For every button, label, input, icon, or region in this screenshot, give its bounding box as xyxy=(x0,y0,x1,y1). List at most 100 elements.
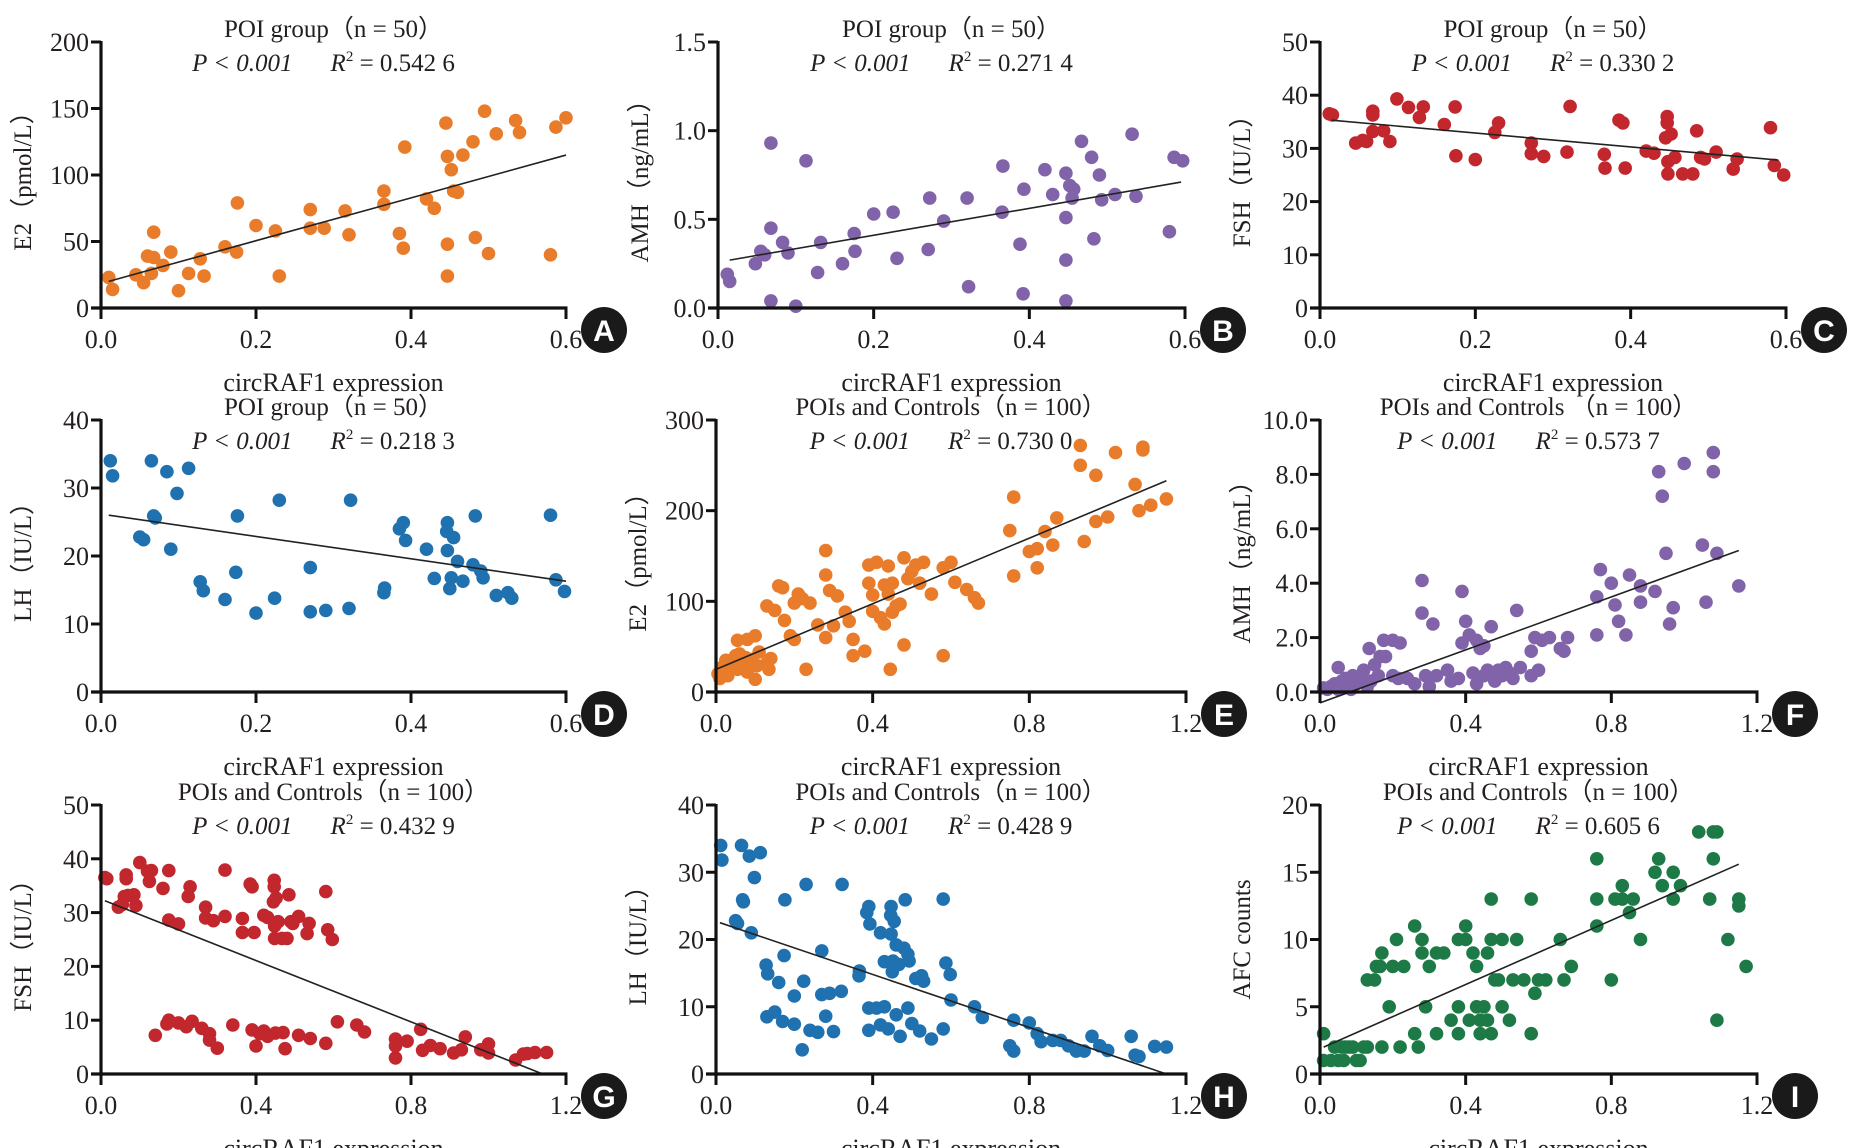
data-point xyxy=(1509,932,1524,947)
y-tick-label: 0 xyxy=(1295,1060,1308,1089)
data-point xyxy=(1524,136,1539,150)
data-point xyxy=(468,509,483,523)
panel-label-f: F xyxy=(1772,691,1818,737)
panel-label-letter: F xyxy=(1786,699,1804,732)
x-tick-label: 0.0 xyxy=(85,1091,118,1120)
r2-value: 0.330 2 xyxy=(1599,50,1674,77)
data-point xyxy=(269,891,283,905)
data-point xyxy=(528,1045,542,1060)
data-point xyxy=(377,197,391,212)
panel-label-h: H xyxy=(1201,1073,1247,1119)
x-tick-label: 0.8 xyxy=(1595,1091,1628,1120)
panel-label-g: G xyxy=(581,1073,627,1119)
y-tick-label: 0.0 xyxy=(674,294,707,323)
x-tick-label: 0.4 xyxy=(1449,1091,1482,1120)
data-point xyxy=(971,596,986,610)
data-point xyxy=(1660,116,1674,130)
data-point xyxy=(1506,671,1520,686)
data-point xyxy=(771,975,786,990)
data-point xyxy=(454,1043,469,1057)
data-point xyxy=(862,576,876,590)
data-point xyxy=(136,532,151,547)
data-point xyxy=(1074,134,1089,149)
r2-superscript: 2 xyxy=(963,427,971,443)
stats-line: P < 0.001 R2 = 0.271 4 xyxy=(809,49,1073,77)
data-point xyxy=(446,530,461,545)
data-point xyxy=(291,909,306,924)
panel-a: 0 50 100 150 200 0.0 0.2 0.4 0.6 circRAF1 express… xyxy=(9,15,627,397)
data-point xyxy=(921,242,935,257)
y-tick-label: 0 xyxy=(691,1060,704,1089)
panel-e: 0 100 200 300 0.0 0.4 0.8 1.2 circRAF1 expressio… xyxy=(624,393,1247,781)
stats-line: P < 0.001 R2 = 0.542 6 xyxy=(191,49,455,77)
data-point xyxy=(388,1039,403,1053)
data-point xyxy=(736,895,751,909)
data-point xyxy=(439,116,453,130)
data-point xyxy=(893,597,907,611)
data-point xyxy=(249,1039,263,1053)
data-point xyxy=(1175,154,1190,168)
panel-g: 0 10 20 30 40 50 0.0 0.4 0.8 1.2 circRAF1 expressi… xyxy=(9,778,627,1148)
data-point xyxy=(995,205,1009,219)
data-point xyxy=(440,149,455,164)
data-point xyxy=(267,880,282,894)
data-point xyxy=(398,140,412,154)
data-point xyxy=(377,184,391,198)
data-point xyxy=(185,1014,199,1029)
data-point xyxy=(846,648,860,663)
data-point xyxy=(747,870,762,885)
data-points xyxy=(1316,825,1753,1068)
panel-label-a: A xyxy=(581,307,627,353)
x-tick-label: 0.6 xyxy=(1770,325,1803,354)
data-point xyxy=(1132,1049,1146,1064)
x-axis-label: circRAF1 expression xyxy=(1428,752,1648,781)
data-point xyxy=(764,651,778,666)
data-point xyxy=(303,605,318,619)
regression-line xyxy=(729,181,1182,261)
data-point xyxy=(196,583,211,598)
r2-value: 0.605 6 xyxy=(1585,813,1660,840)
x-tick-label: 0.6 xyxy=(1169,325,1202,354)
data-point xyxy=(842,614,856,629)
x-tick-label: 0.2 xyxy=(1459,325,1492,354)
data-point xyxy=(1675,167,1690,181)
panel-label-letter: A xyxy=(593,315,615,348)
data-point xyxy=(508,113,523,128)
panel-title: POIs and Controls（n = 100） xyxy=(178,778,489,806)
y-axis-label: LH（IU/L） xyxy=(9,490,37,622)
data-point xyxy=(1466,666,1480,680)
data-point xyxy=(1366,124,1380,139)
x-axis-label: circRAF1 expression xyxy=(841,368,1061,397)
data-point xyxy=(943,967,957,982)
data-point xyxy=(440,269,455,283)
panel-label-badge xyxy=(1201,691,1247,737)
data-point xyxy=(1407,1026,1422,1041)
data-point xyxy=(1389,932,1404,947)
data-point xyxy=(1466,946,1480,960)
data-point xyxy=(1016,287,1030,301)
y-tick-label: 100 xyxy=(665,587,704,616)
data-point xyxy=(1407,919,1422,933)
data-points xyxy=(720,127,1190,314)
data-point xyxy=(881,559,896,573)
data-point xyxy=(764,294,778,308)
y-tick-label: 10 xyxy=(63,1006,89,1035)
y-tick-label: 20 xyxy=(63,542,89,571)
p-value: P < 0.001 xyxy=(1396,813,1497,840)
data-point xyxy=(1418,668,1433,683)
data-point xyxy=(916,974,931,988)
data-point xyxy=(834,984,849,999)
data-point xyxy=(777,613,792,628)
data-point xyxy=(206,913,221,928)
data-point xyxy=(730,633,745,648)
data-point xyxy=(1730,152,1744,166)
data-point xyxy=(1128,477,1142,492)
r2-superscript: 2 xyxy=(346,812,354,828)
data-point xyxy=(1100,510,1115,524)
data-point xyxy=(303,1031,318,1046)
r2-value: 0.428 9 xyxy=(997,813,1072,840)
data-point xyxy=(400,1034,414,1048)
panel-title: POIs and Controls （n = 100） xyxy=(1380,393,1698,421)
y-tick-label: 40 xyxy=(63,845,89,874)
x-tick-label: 0.2 xyxy=(240,709,273,738)
